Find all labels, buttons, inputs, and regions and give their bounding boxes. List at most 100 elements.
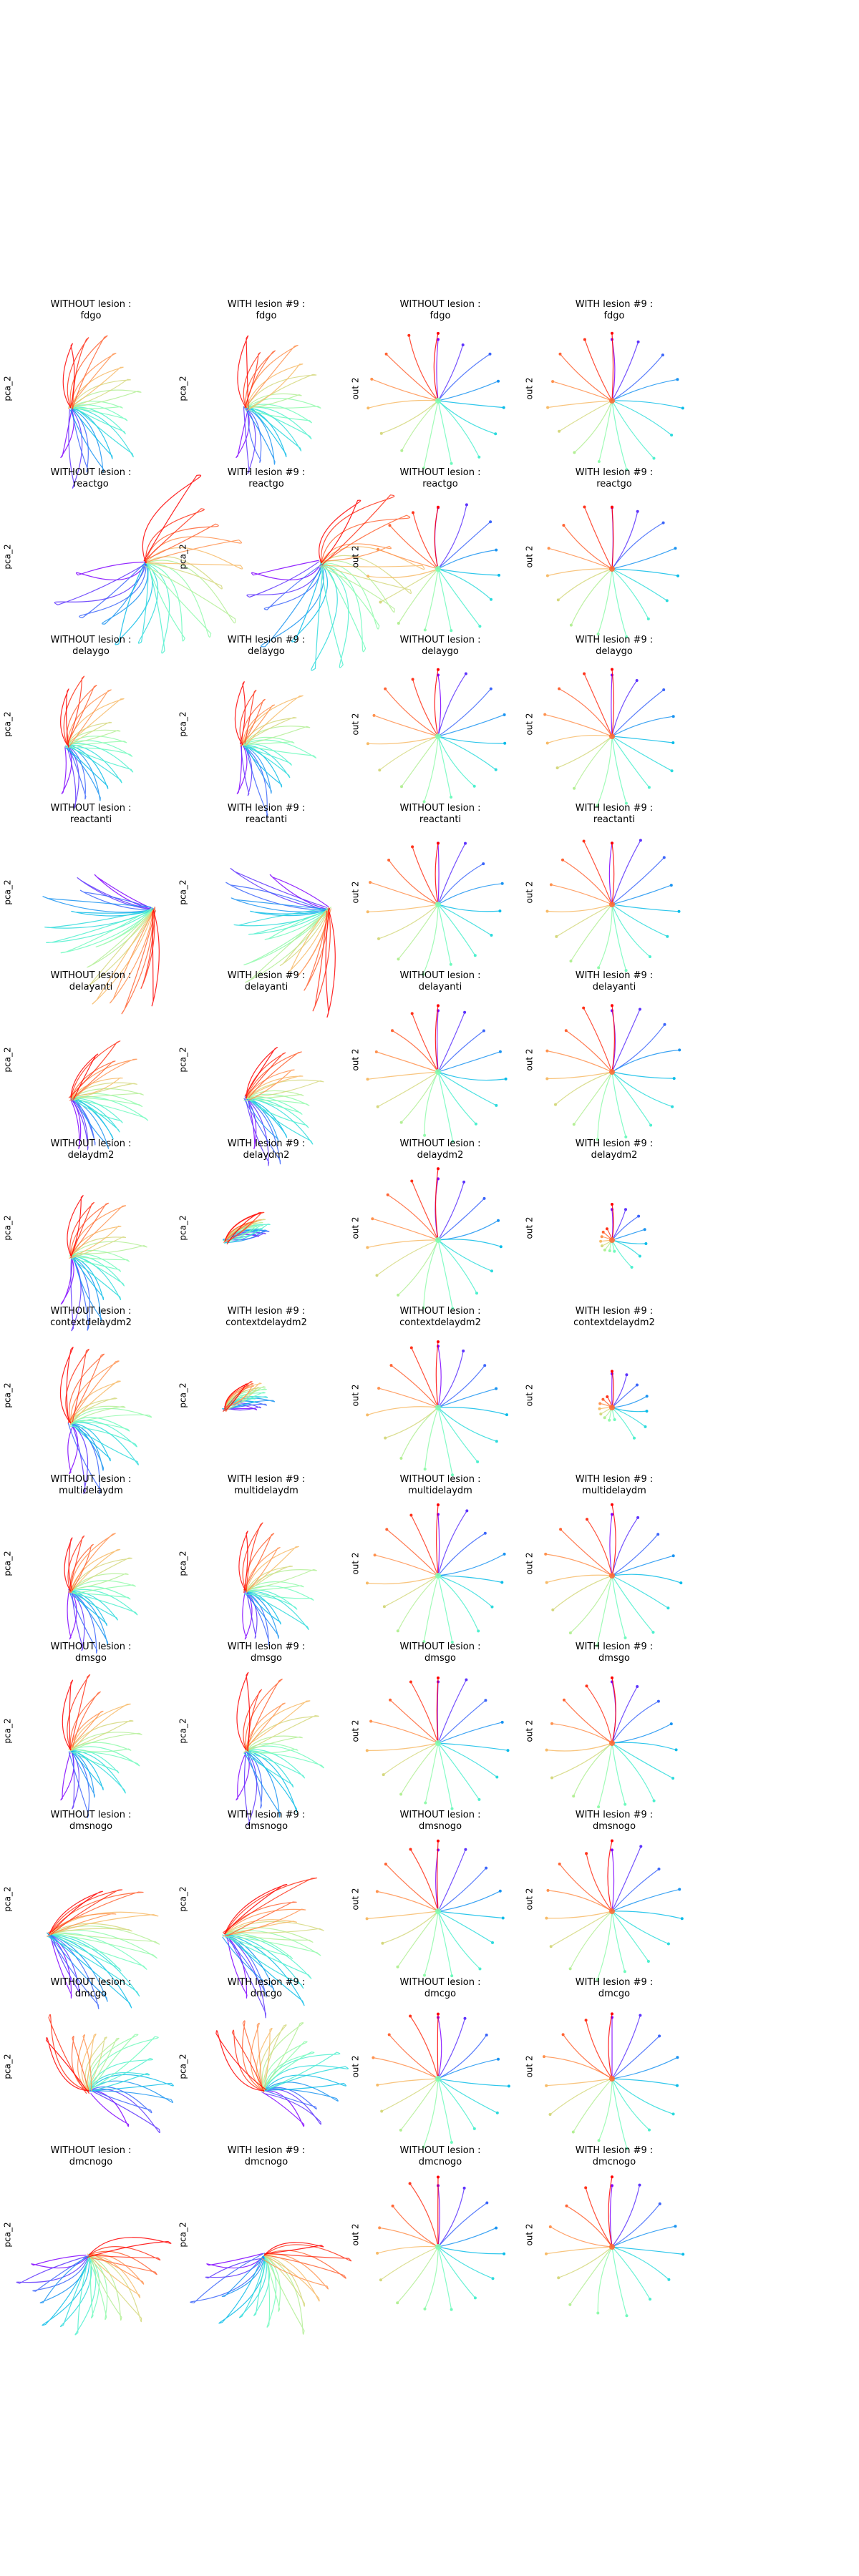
panel-dmsnogo-pca-without-trajectory-11 [49,1923,132,1935]
panel-reactanti-out-without-origin-marker [435,901,441,907]
panel-dmcnogo-pca-without-trajectory-13 [88,2252,145,2285]
panel-dmcnogo-pca-with-trajectory-9 [263,2253,281,2312]
panel-dmcnogo-out-with-endpoint-2 [638,2183,641,2187]
panel-dmsnogo-out-without-endpoint-5 [501,1916,505,1919]
panel-contextdelaydm2-pca-without-series [59,1347,152,1494]
panel-multidelaydm-pca-with-trajectory-6 [244,1589,309,1630]
panel-title: WITHOUT lesion : multidelaydm [5,1474,177,1497]
panel-dmcgo-pca-without-trajectory-16 [45,2037,90,2094]
panel-dmcnogo-out-with-endpoint-12 [545,2252,548,2255]
panel-reactgo-out-without-trajectory-6 [437,567,492,600]
panel-reactgo-out-with-trajectory-16 [611,507,614,569]
panel-fdgo-out-with-trajectory-16 [611,333,614,401]
panel-dmcgo-out-without-endpoint-13 [372,2056,375,2059]
panel-dmcgo-pca-without-trajectory-14 [71,2036,90,2092]
panel-dmsnogo-pca-without-trajectory-2 [49,1933,81,1996]
panel-reactanti-out-without-endpoint-2 [464,841,467,845]
panel-fdgo-out-without-endpoint-7 [477,455,481,459]
panel-fdgo-out-with-trajectory-4 [611,379,678,401]
panel-multidelaydm-out-with-trajectory-16 [611,1504,616,1576]
panel-title: WITH lesion #9 : reactanti [528,803,700,826]
panel-multidelaydm-pca-with-series [238,1522,317,1646]
panel-contextdelaydm2-pca-without-trajectory-13 [69,1360,120,1424]
panel-dmcnogo-pca-with-trajectory-8 [263,2255,277,2328]
panel-title-condition: WITHOUT lesion : [399,1138,481,1149]
panel-title: WITHOUT lesion : multidelaydm [354,1474,526,1497]
panel-fdgo-pca-without-trajectory-10 [70,389,142,409]
panel-dmcgo-pca-without-trajectory-1 [88,2090,130,2127]
panel-delaydm2-pca-without-trajectory-7 [70,1253,125,1286]
panel-delaygo-out-without-endpoint-6 [494,768,498,771]
panel-delaygo-pca-without-trajectory-4 [65,744,101,801]
panel-delaygo-out-with-endpoint-7 [647,786,651,789]
panel-title-task: reactanti [69,814,112,825]
panel-dmcnogo-pca-without-trajectory-15 [88,2245,161,2260]
panel-delaygo-out-with-trajectory-14 [558,688,613,737]
panel-reactanti-out-without-endpoint-13 [369,880,372,884]
panel-contextdelaydm2-out-with-trajectory-7 [611,1407,635,1438]
panel-delaygo-pca-without-trajectory-8 [67,740,133,757]
panel-reactanti-out-without-trajectory-16 [435,842,439,904]
panel-dmsgo-pca-without-series [60,1674,142,1818]
panel-fdgo-out-without-endpoint-6 [494,432,498,436]
panel-contextdelaydm2-out-with-endpoint-13 [598,1402,602,1405]
panel-fdgo-out-without-endpoint-3 [488,352,492,356]
panel-delayanti-pca-without-trajectory-13 [70,1058,137,1102]
panel-multidelaydm-pca-without-trajectory-6 [69,1589,118,1620]
panel-dmcnogo-out-with: WITH lesion #9 : dmcnogo out 2 [525,2145,700,2317]
panel-dmcnogo-pca-with-trajectory-16 [263,2241,324,2255]
panel-fdgo-out-with-endpoint-16 [611,331,613,335]
panel-multidelaydm-pca-without-trajectory-4 [70,1589,108,1645]
panel-reactanti-out-without-trajectory-6 [437,903,492,936]
panel-reactgo-out-without-trajectory-13 [377,548,439,570]
panel-fdgo-out-without-trajectory-14 [386,353,439,401]
panel-multidelaydm-out-without-trajectory-16 [436,1504,439,1576]
panel-dmcnogo-out-with-trajectory-12 [545,2245,613,2254]
panel-multidelaydm-out-with-endpoint-7 [651,1630,655,1634]
panel-reactgo-out-without-trajectory-9 [424,568,439,630]
panel-dmsgo-out-with-trajectory-4 [611,1723,672,1744]
panel-title: WITH lesion #9 : dmsgo [180,1641,352,1664]
panel-dmsgo-out-without-trajectory-14 [389,1699,439,1744]
panel-dmcgo-out-with-endpoint-8 [625,2147,629,2150]
panel-multidelaydm-out-without-endpoint-5 [500,1580,504,1584]
panel-delayanti-out-with-trajectory-15 [583,1008,613,1073]
panel-fdgo-out-with-trajectory-6 [611,400,672,436]
panel-contextdelaydm2-out-without-endpoint-3 [483,1364,487,1367]
panel-reactgo-out-with-endpoint-11 [556,597,560,601]
panel-dmsnogo-out-without-trajectory-11 [382,1911,439,1943]
panel-reactanti-pca-without-trajectory-16 [151,909,160,1006]
panel-dmsgo-pca-without-trajectory-3 [68,1750,90,1818]
panel-dmcgo-out-without-endpoint-12 [376,2083,379,2087]
panel-contextdelaydm2-out-without-endpoint-7 [476,1460,480,1463]
panel-title-task: dmsnogo [592,1820,636,1832]
panel-dmcnogo-pca-without-trajectory-4 [39,2255,89,2303]
panel-delayanti-out-with-endpoint-8 [624,1135,628,1138]
panel-dmsgo-pca-without-trajectory-7 [69,1749,120,1774]
panel-title: WITHOUT lesion : reactgo [354,467,526,490]
panel-fdgo-pca-with-trajectory-2 [243,406,256,474]
panel-fdgo-out-with-endpoint-10 [573,451,576,454]
panel-dmsgo-out-without-endpoint-2 [465,1678,468,1682]
panel-dmcnogo-pca-with-trajectory-10 [263,2253,305,2335]
panel-dmcnogo-pca-without-trajectory-5 [42,2255,91,2326]
panel-delaydm2-pca-with-trajectory-6 [224,1227,263,1244]
panel-dmsnogo-out-with-endpoint-15 [585,1851,588,1855]
panel-reactgo-out-with-trajectory-15 [583,506,613,569]
panel-delaygo-pca-with-trajectory-12 [242,695,304,747]
panel-multidelaydm-out-with-endpoint-12 [545,1581,548,1584]
panel-contextdelaydm2-out-with-endpoint-7 [633,1436,636,1440]
panel-delaygo-out-with-trajectory-5 [611,736,674,743]
panel-reactgo-out-with-plot [545,505,679,638]
panel-fdgo-out-with-endpoint-7 [652,457,656,460]
panel-reactgo-out-with-endpoint-14 [562,523,566,527]
panel-dmcgo-pca-with-plot [215,2020,349,2127]
panel-contextdelaydm2-pca-without-trajectory-4 [70,1421,105,1471]
panel-dmcgo-out-with-endpoint-14 [561,2033,565,2036]
panel-dmcnogo-pca-with-trajectory-1 [206,2253,265,2268]
panel-contextdelaydm2-out-without-endpoint-11 [384,1436,387,1440]
panel-contextdelaydm2-pca-without: WITHOUT lesion : contextdelaydm2 pca_2 [3,1306,177,1494]
panel-reactanti-out-with-origin-marker [609,901,615,907]
panel-dmsnogo-out-without-trajectory-8 [437,1911,452,1976]
panel-reactgo-pca-without-trajectory-6 [137,562,159,644]
